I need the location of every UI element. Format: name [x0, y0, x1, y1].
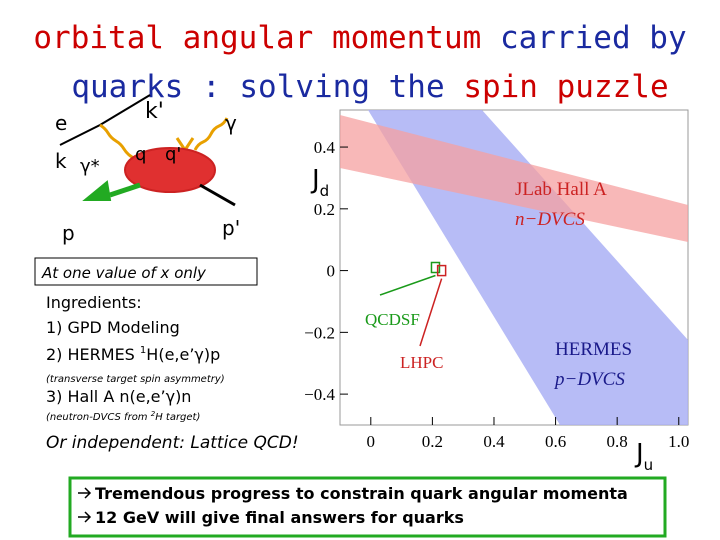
pointer-arrow: [419, 278, 443, 347]
diagram-label: e: [55, 111, 67, 135]
t: H(e,e’γ)p: [146, 345, 220, 364]
band-label: HERMES: [555, 339, 632, 360]
title-blue: quarks : solving the: [71, 69, 444, 105]
feynman-diagram: [59, 94, 236, 207]
plot: [339, 109, 689, 426]
note-box: [34, 257, 258, 286]
title-red: orbital angular momentum: [33, 20, 481, 56]
sub: u: [644, 456, 654, 474]
ju-label: Ju: [634, 439, 653, 474]
lattice-point: [436, 264, 447, 277]
lattice-note: Or independent: Lattice QCD!: [46, 433, 299, 453]
summary-line: Tremendous progress to constrain quark a…: [95, 484, 628, 503]
diagram-label: γ: [225, 111, 237, 135]
ingredients-heading: Ingredients:: [46, 293, 142, 312]
diagram-label: k: [55, 149, 67, 173]
jlab-band: [340, 115, 688, 242]
summary-line: 12 GeV will give final answers for quark…: [95, 508, 464, 527]
sub: d: [320, 182, 330, 200]
diagram-label: p: [62, 221, 75, 245]
t: (neutron-DVCS from: [46, 412, 151, 423]
ingredient: 1) GPD Modeling: [46, 318, 180, 337]
x-tick-label: 0.2: [422, 432, 443, 451]
title-line: quarks : solving the spin puzzle: [71, 69, 668, 105]
sup: 2: [151, 410, 156, 418]
x-tick-label: 0.6: [545, 432, 566, 451]
arrow-icon: [78, 511, 92, 523]
ingredient-note: (transverse target spin asymmetry): [46, 374, 225, 385]
diagram-label: p': [222, 216, 240, 240]
title-line: orbital angular momentum carried by: [33, 20, 686, 56]
title-blue: carried by: [500, 20, 687, 56]
t: H target): [155, 412, 200, 423]
note: At one value of x only: [41, 264, 207, 282]
title-red: spin puzzle: [463, 69, 668, 105]
j: J: [634, 439, 644, 469]
ingredient: 3) Hall A n(e,e’γ)n: [46, 387, 191, 406]
ingredient-note: (neutron-DVCS from 2H target): [46, 410, 200, 423]
arrow-icon: [78, 487, 92, 499]
jd-label: Jd: [310, 165, 329, 200]
ingredient: 2) HERMES 1H(e,e’γ)p: [46, 345, 220, 364]
band-label: n−DVCS: [515, 209, 585, 230]
summary-box: [68, 476, 667, 538]
diagram-label: k': [145, 99, 164, 124]
lattice-point: [430, 261, 441, 274]
y-tick-label: 0.2: [314, 200, 335, 219]
band-label: JLab Hall A: [515, 179, 607, 200]
series-label: QCDSF: [365, 310, 420, 329]
y-tick-label: −0.4: [304, 385, 335, 404]
x-tick-label: 0.4: [483, 432, 505, 451]
diagram-label: q: [135, 144, 146, 165]
band-label: p−DVCS: [553, 369, 625, 390]
y-tick-label: 0: [327, 262, 336, 281]
diagram-label: γ*: [80, 156, 100, 177]
y-tick-label: −0.2: [304, 323, 335, 342]
sup: 1: [140, 345, 146, 356]
series-label: LHPC: [400, 353, 443, 372]
j: J: [310, 165, 320, 195]
y-tick-label: 0.4: [314, 138, 336, 157]
pointer-arrow: [379, 274, 436, 296]
t: 2) HERMES: [46, 345, 140, 364]
x-tick-label: 0: [367, 432, 376, 451]
diagram-label: q': [165, 144, 181, 165]
x-tick-label: 0.8: [607, 432, 628, 451]
x-tick-label: 1.0: [668, 432, 689, 451]
